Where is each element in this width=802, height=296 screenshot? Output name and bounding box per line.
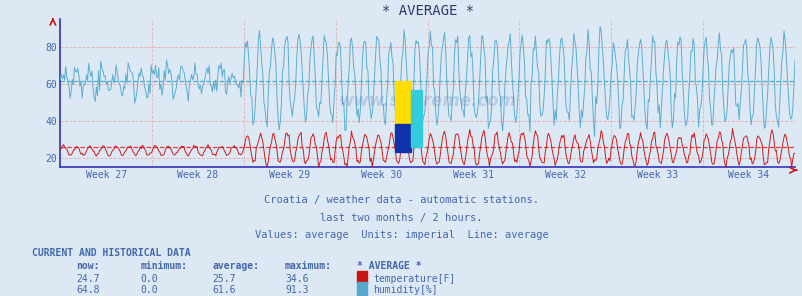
- Text: 24.7: 24.7: [76, 274, 99, 284]
- Text: 25.7: 25.7: [213, 274, 236, 284]
- Text: Croatia / weather data - automatic stations.: Croatia / weather data - automatic stati…: [264, 195, 538, 205]
- Text: now:: now:: [76, 261, 99, 271]
- Text: humidity[%]: humidity[%]: [373, 285, 437, 295]
- Text: average:: average:: [213, 261, 260, 271]
- Text: temperature[F]: temperature[F]: [373, 274, 455, 284]
- Text: maximum:: maximum:: [285, 261, 332, 271]
- Text: 0.0: 0.0: [140, 274, 158, 284]
- Text: 91.3: 91.3: [285, 285, 308, 295]
- Text: Values: average  Units: imperial  Line: average: Values: average Units: imperial Line: av…: [254, 230, 548, 240]
- Text: last two months / 2 hours.: last two months / 2 hours.: [320, 213, 482, 223]
- Text: 61.6: 61.6: [213, 285, 236, 295]
- Bar: [394, 81, 410, 126]
- Bar: [394, 124, 410, 152]
- Text: CURRENT AND HISTORICAL DATA: CURRENT AND HISTORICAL DATA: [32, 248, 191, 258]
- Text: www.si-vreme.com: www.si-vreme.com: [338, 92, 516, 110]
- Text: 34.6: 34.6: [285, 274, 308, 284]
- Text: * AVERAGE *: * AVERAGE *: [357, 261, 421, 271]
- Text: 0.0: 0.0: [140, 285, 158, 295]
- Text: minimum:: minimum:: [140, 261, 188, 271]
- Bar: [410, 90, 422, 147]
- Title: * AVERAGE *: * AVERAGE *: [381, 4, 473, 18]
- Text: 64.8: 64.8: [76, 285, 99, 295]
